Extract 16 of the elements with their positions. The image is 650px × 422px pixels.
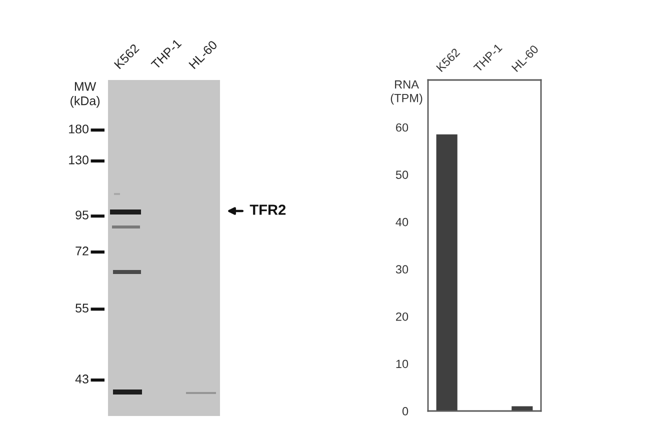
y-tick-label: 10 (396, 360, 408, 368)
text: 55 (76, 304, 88, 313)
text: 95 (76, 210, 88, 220)
y-axis-title: RNA (TPM) (390, 80, 422, 105)
y-tick-label: 40 (396, 218, 408, 226)
y-tick-label: 0 (402, 407, 408, 416)
y-tick-label: 50 (396, 170, 408, 179)
y-tick-label: 30 (396, 265, 408, 274)
text: 43 (75, 374, 88, 384)
y-tick-label: 20 (396, 312, 408, 321)
text: MW (kDa) (70, 82, 100, 108)
y-tick-label: 60 (396, 123, 408, 132)
text: 130 (69, 155, 88, 164)
text: 72 (76, 246, 88, 256)
text: TFR2 (250, 204, 286, 215)
text: 180 (69, 124, 88, 134)
